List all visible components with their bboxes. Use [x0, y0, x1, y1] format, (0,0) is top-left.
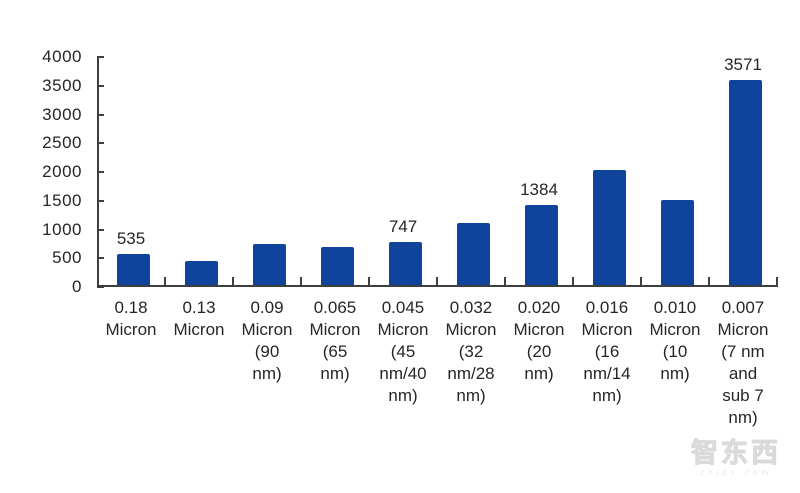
- y-tick-mark: [97, 228, 104, 231]
- x-tick-mark: [504, 277, 506, 287]
- x-tick-mark: [572, 277, 574, 287]
- y-tick-label: 1500: [42, 190, 82, 210]
- y-tick-label: 500: [52, 248, 82, 268]
- x-tick-mark: [708, 277, 710, 287]
- x-tick-mark: [164, 277, 166, 287]
- bar-value-label: 747: [388, 217, 418, 237]
- x-tick-mark: [776, 277, 778, 287]
- x-tick-mark: [436, 277, 438, 287]
- y-tick-mark: [97, 142, 104, 145]
- bar-value-label: 1384: [520, 180, 558, 200]
- x-tick-label: 0.18 Micron: [105, 298, 157, 339]
- y-tick-mark: [97, 171, 104, 173]
- y-tick-mark: [97, 56, 104, 58]
- bar: [388, 242, 422, 285]
- x-tick-mark: [640, 277, 642, 287]
- x-tick-label: 0.020 Micron (20 nm): [513, 298, 565, 383]
- watermark: 智东西 zhidx.com: [672, 438, 800, 478]
- bar-value-label: 535: [116, 229, 146, 249]
- y-tick-mark: [97, 84, 104, 87]
- y-tick-label: 3500: [42, 75, 82, 95]
- x-tick-label: 0.010 Micron (10 nm): [649, 298, 701, 383]
- bar: [456, 222, 490, 285]
- bar: [592, 170, 626, 285]
- x-tick-label: 0.045 Micron (45 nm/40 nm): [377, 298, 429, 405]
- y-tick-mark: [97, 257, 104, 260]
- x-tick-mark: [368, 277, 370, 287]
- bar: [728, 79, 762, 285]
- x-tick-label: 0.016 Micron (16 nm/14 nm): [581, 298, 633, 405]
- y-tick-label: 2000: [42, 162, 82, 181]
- y-tick-mark: [97, 199, 104, 202]
- y-tick-label: 4000: [42, 47, 82, 66]
- y-tick-mark: [97, 113, 104, 116]
- y-tick-label: 0: [72, 277, 82, 296]
- x-tick-mark: [300, 277, 302, 287]
- x-tick-mark: [232, 277, 234, 287]
- watermark-site-text: zhidx.com: [699, 468, 772, 477]
- bar: [252, 243, 286, 285]
- x-tick-label: 0.032 Micron (32 nm/28 nm): [445, 298, 497, 405]
- y-tick-label: 2500: [42, 133, 82, 153]
- x-tick-label: 0.065 Micron (65 nm): [309, 298, 361, 383]
- x-tick-label: 0.007 Micron (7 nm and sub 7 nm): [717, 298, 769, 427]
- y-tick-mark: [97, 286, 104, 288]
- x-tick-label: 0.09 Micron (90 nm): [241, 298, 293, 383]
- bar: [184, 261, 218, 285]
- bar: [660, 199, 694, 285]
- y-tick-label: 1000: [42, 219, 82, 239]
- bar: [320, 247, 354, 285]
- watermark-logo-text: 智东西: [691, 438, 781, 469]
- bar: [524, 205, 558, 285]
- x-tick-label: 0.13 Micron: [173, 298, 225, 339]
- plot-area: [97, 57, 777, 287]
- bar-value-label: 3571: [724, 54, 762, 74]
- bar: [116, 254, 150, 285]
- y-tick-label: 3000: [42, 104, 82, 124]
